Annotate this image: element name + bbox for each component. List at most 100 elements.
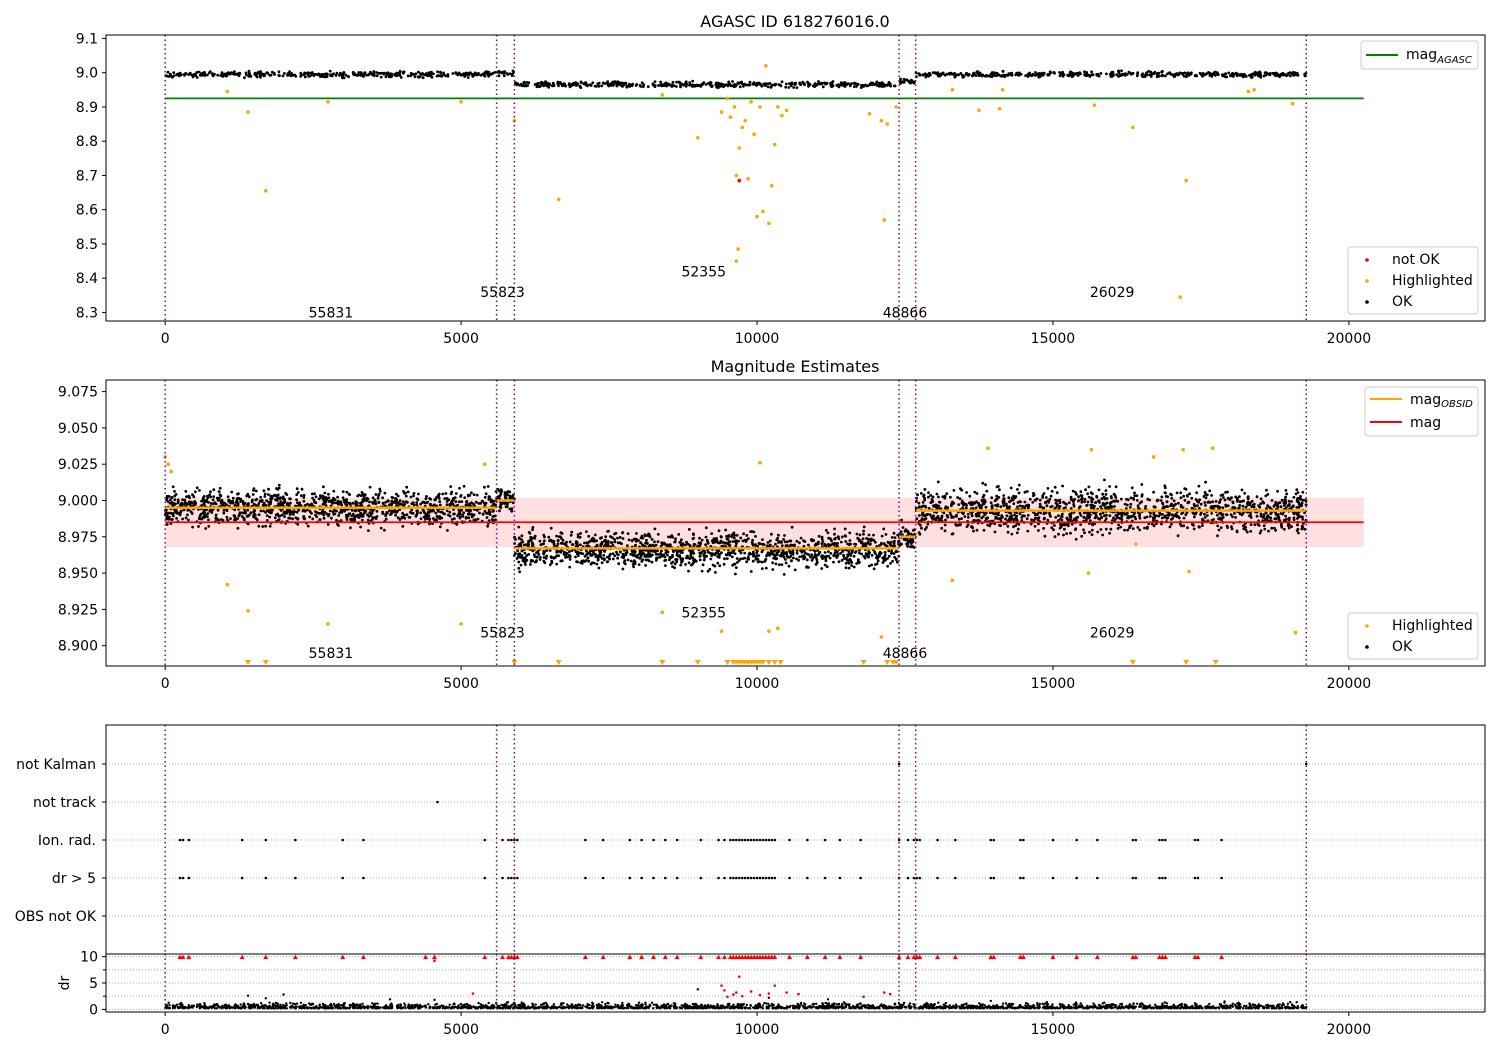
ok-point [1143,526,1146,530]
ok-point [1044,500,1047,504]
ok-point [992,73,995,77]
ok-point [505,502,509,506]
ok-point [811,539,814,543]
ok-point [1140,483,1144,486]
ok-point [384,75,388,79]
ok-point [755,554,758,558]
ok-point [1211,500,1215,504]
ok-point [575,560,578,564]
ok-point [312,74,316,77]
ok-point [614,531,618,535]
ok-point [961,512,965,516]
highlighted-point [732,105,737,109]
ok-point [173,498,177,502]
ok-point [1284,489,1288,492]
ok-point [717,529,721,533]
ok-point [1221,506,1225,510]
ok-point [884,543,887,547]
ok-point [717,556,721,559]
ok-point [1067,501,1071,504]
ok-point [993,530,997,534]
ok-point [697,84,701,87]
ok-point [1288,74,1292,78]
ok-point [1138,512,1142,516]
ok-point [690,85,694,88]
highlighted-point [894,105,898,109]
ok-point [500,502,503,506]
ok-point [283,498,286,501]
ok-point [1140,500,1144,504]
ok-point [855,83,859,86]
ok-point [1105,72,1108,76]
ok-point [267,500,270,504]
ok-point [1082,528,1085,532]
ok-point [667,544,671,548]
ok-point [616,536,619,540]
ok-point [222,511,226,515]
ok-point [644,541,647,545]
ok-point [268,515,272,519]
ok-point [1166,505,1169,509]
ok-point [191,75,195,79]
ok-point [984,483,987,487]
ok-point [1217,517,1220,521]
ok-point [716,550,720,554]
ok-point [893,539,896,543]
ok-point [749,530,752,533]
ok-point [421,72,424,75]
ok-point [600,557,604,560]
highlighted-point [1290,101,1295,106]
ok-point [729,551,733,555]
ok-point [1002,494,1006,497]
ok-point [718,541,721,545]
ok-point [925,526,928,529]
ok-point [551,540,554,544]
ok-point [393,73,396,77]
ok-point [622,556,625,560]
ok-point [211,74,215,78]
ok-point [1170,493,1173,497]
ok-point [169,511,173,515]
ok-point [555,534,558,538]
ok-point [656,549,659,553]
ok-point [651,83,655,87]
ok-point [791,549,795,553]
ok-point [1064,506,1067,509]
ok-point [191,493,194,497]
ok-point [550,559,554,563]
ok-point [975,514,978,518]
ok-point [195,486,199,490]
highlighted-point [879,118,884,123]
ok-point [559,531,563,535]
ok-point [862,529,865,533]
ok-point [570,84,573,88]
ok-point [410,508,414,512]
ok-point [785,551,788,554]
ok-point [689,551,693,555]
ok-point [396,494,400,498]
ok-point [277,73,281,77]
ok-point [795,551,799,555]
ok-point [1230,496,1233,500]
ok-point [1083,500,1086,504]
ok-point [345,503,349,507]
ok-point [517,525,521,529]
ok-point [536,81,540,85]
ok-point [1033,498,1037,502]
ok-point [345,490,349,494]
ok-point [1194,512,1197,516]
highlighted-point [746,177,750,181]
ok-point [880,534,884,538]
ok-point [330,74,334,78]
ok-point [918,514,921,517]
ok-point [768,82,772,85]
ok-point [1017,491,1021,495]
ok-point [319,75,322,78]
ok-point [296,517,300,521]
ok-point [644,555,648,558]
ok-point [790,81,794,85]
highlighted-point [1184,178,1188,183]
ok-point [446,73,450,76]
ok-point [1296,523,1299,527]
ok-point [272,494,275,498]
